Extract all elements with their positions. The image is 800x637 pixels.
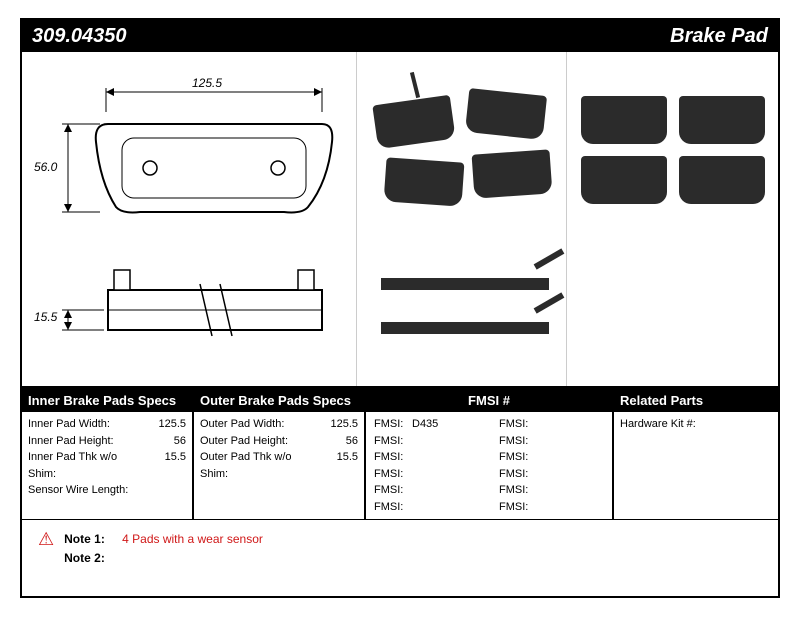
- spec-row: Hardware Kit #:: [620, 416, 772, 433]
- spec-val: 15.5: [146, 449, 186, 482]
- fmsi-item: FMSI:: [499, 449, 604, 466]
- hardware-clip-icon: [534, 248, 565, 269]
- spec-row: Inner Pad Thk w/o Shim:15.5: [28, 449, 186, 482]
- fmsi-item: FMSI:: [374, 449, 479, 466]
- pad-back-icon: [679, 96, 765, 144]
- sensor-pin-icon: [410, 72, 420, 98]
- dim-width-label: 125.5: [192, 76, 222, 90]
- col-body: Outer Pad Width: 125.5 Outer Pad Height: 5…: [194, 412, 364, 486]
- fmsi-label: FMSI:: [499, 482, 537, 499]
- spec-val: [732, 416, 772, 433]
- fmsi-item: FMSI:: [499, 482, 604, 499]
- fmsi-right-col: FMSI: FMSI: FMSI: FMSI: FMSI: FMSI:: [499, 416, 604, 515]
- fmsi-item: FMSI:: [499, 499, 604, 516]
- note-row: Note 2:: [64, 549, 263, 568]
- spec-key: Hardware Kit #:: [620, 416, 696, 433]
- spec-key: Outer Pad Width:: [200, 416, 284, 433]
- pad-photo-icon: [372, 95, 455, 149]
- pad-back-icon: [581, 156, 667, 204]
- spec-row: Outer Pad Width: 125.5: [200, 416, 358, 433]
- product-photo-pads-panel: [357, 52, 567, 386]
- diagram-area: 125.5 56.0 15.5: [22, 52, 778, 388]
- col-heading: FMSI #: [366, 388, 612, 412]
- col-heading: Related Parts: [614, 388, 778, 412]
- note-label: Note 1:: [64, 530, 114, 549]
- hardware-clip-icon: [534, 292, 565, 313]
- spec-val: 15.5: [318, 449, 358, 482]
- page-title: Brake Pad: [670, 25, 768, 48]
- fmsi-item: FMSI:: [374, 482, 479, 499]
- spec-val: 56: [146, 433, 186, 450]
- pad-photo-icon: [384, 157, 465, 206]
- fmsi-label: FMSI:: [499, 416, 537, 433]
- spec-row: Outer Pad Thk w/o Shim:15.5: [200, 449, 358, 482]
- warning-icon: ⚠: [38, 530, 54, 548]
- fmsi-item: FMSI:D435: [374, 416, 479, 433]
- hardware-bar-icon: [381, 278, 549, 290]
- note-text: 4 Pads with a wear sensor: [122, 530, 263, 549]
- spec-sheet-page: 309.04350 Brake Pad: [20, 18, 780, 598]
- spec-val: 56: [318, 433, 358, 450]
- fmsi-label: FMSI:: [499, 466, 537, 483]
- fmsi-item: FMSI:: [374, 466, 479, 483]
- spec-row: Sensor Wire Length:: [28, 482, 186, 499]
- spec-key: Inner Pad Height:: [28, 433, 114, 450]
- col-heading: Outer Brake Pads Specs: [194, 388, 364, 412]
- fmsi-label: FMSI:: [374, 416, 412, 433]
- dim-height-label: 56.0: [34, 160, 57, 174]
- pad-photo-icon: [465, 88, 547, 140]
- spec-key: Outer Pad Thk w/o Shim:: [200, 449, 318, 482]
- fmsi-grid: FMSI:D435 FMSI: FMSI: FMSI: FMSI: FMSI: …: [366, 412, 612, 519]
- col-body: Inner Pad Width: 125.5 Inner Pad Height: 5…: [22, 412, 192, 503]
- spec-val: [146, 482, 186, 499]
- dim-thickness-label: 15.5: [34, 310, 57, 324]
- spec-key: Inner Pad Thk w/o Shim:: [28, 449, 146, 482]
- fmsi-label: FMSI:: [374, 499, 412, 516]
- fmsi-label: FMSI:: [374, 433, 412, 450]
- spec-row: Outer Pad Height: 56: [200, 433, 358, 450]
- specs-table: Inner Brake Pads Specs Inner Pad Width: 1…: [22, 388, 778, 520]
- fmsi-item: FMSI:: [499, 433, 604, 450]
- pad-back-icon: [679, 156, 765, 204]
- header-bar: 309.04350 Brake Pad: [22, 20, 778, 52]
- fmsi-label: FMSI:: [374, 482, 412, 499]
- spec-val: 125.5: [318, 416, 358, 433]
- col-related-parts: Related Parts Hardware Kit #:: [614, 388, 778, 519]
- spec-row: Inner Pad Width: 125.5: [28, 416, 186, 433]
- note-label: Note 2:: [64, 549, 114, 568]
- fmsi-label: FMSI:: [499, 433, 537, 450]
- spec-key: Inner Pad Width:: [28, 416, 110, 433]
- note-lines: Note 1: 4 Pads with a wear sensor Note 2…: [64, 530, 263, 568]
- col-fmsi: FMSI # FMSI:D435 FMSI: FMSI: FMSI: FMSI:…: [366, 388, 614, 519]
- col-body: Hardware Kit #:: [614, 412, 778, 437]
- fmsi-item: FMSI:: [374, 499, 479, 516]
- fmsi-item: FMSI:: [499, 466, 604, 483]
- product-photo-back-panel: [567, 52, 778, 386]
- note-row: Note 1: 4 Pads with a wear sensor: [64, 530, 263, 549]
- technical-drawing-svg: [22, 52, 357, 388]
- pad-photo-icon: [472, 149, 553, 198]
- pad-back-icon: [581, 96, 667, 144]
- fmsi-label: FMSI:: [374, 466, 412, 483]
- technical-drawing-panel: 125.5 56.0 15.5: [22, 52, 357, 386]
- col-outer-specs: Outer Brake Pads Specs Outer Pad Width: 1…: [194, 388, 366, 519]
- fmsi-left-col: FMSI:D435 FMSI: FMSI: FMSI: FMSI: FMSI:: [374, 416, 479, 515]
- col-inner-specs: Inner Brake Pads Specs Inner Pad Width: 1…: [22, 388, 194, 519]
- notes-area: ⚠ Note 1: 4 Pads with a wear sensor Note…: [22, 520, 778, 574]
- hardware-bar-icon: [381, 322, 549, 334]
- spec-key: Outer Pad Height:: [200, 433, 288, 450]
- spec-row: Inner Pad Height: 56: [28, 433, 186, 450]
- spec-val: 125.5: [146, 416, 186, 433]
- fmsi-val: D435: [412, 418, 438, 430]
- col-heading: Inner Brake Pads Specs: [22, 388, 192, 412]
- fmsi-label: FMSI:: [499, 449, 537, 466]
- fmsi-label: FMSI:: [374, 449, 412, 466]
- spec-key: Sensor Wire Length:: [28, 482, 128, 499]
- part-number: 309.04350: [32, 25, 127, 48]
- fmsi-item: FMSI:: [499, 416, 604, 433]
- fmsi-item: FMSI:: [374, 433, 479, 450]
- fmsi-label: FMSI:: [499, 499, 537, 516]
